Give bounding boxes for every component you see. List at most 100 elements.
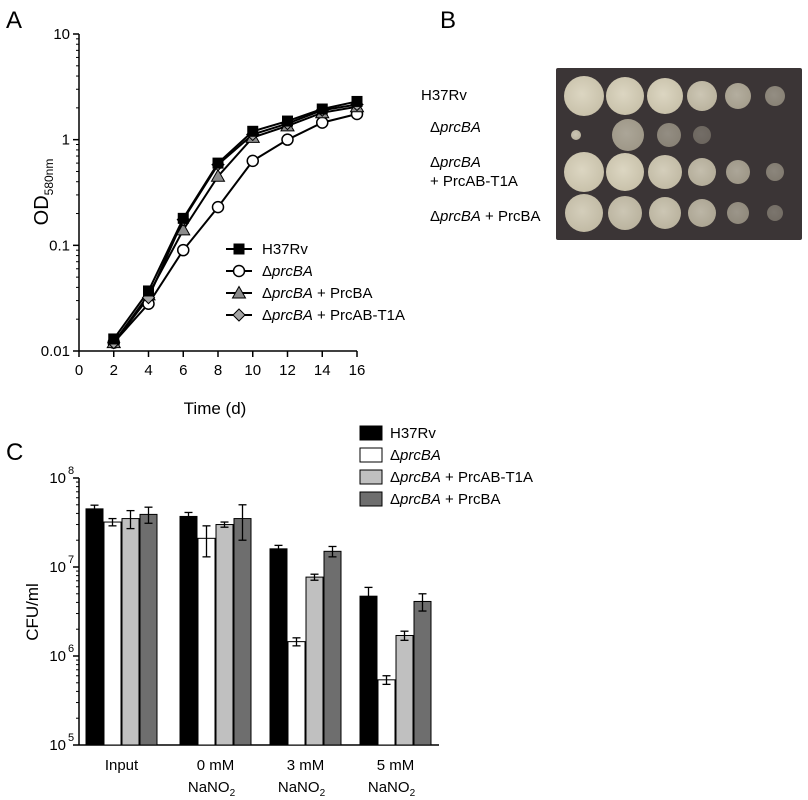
strain-italic: prcBA	[440, 154, 481, 171]
category-label: 3 mM	[287, 757, 325, 774]
category-subscript: 2	[320, 788, 326, 799]
legend-label: H37Rv	[390, 425, 436, 442]
series-line-1	[113, 113, 358, 344]
y-tick-label: 10 7	[49, 554, 74, 576]
legend-label: ΔprcBA + PrcAB-T1A	[390, 469, 533, 486]
category-label: 0 mM	[197, 757, 235, 774]
data-point-1-2	[177, 243, 190, 257]
strain-label-2: ΔprcBA	[430, 118, 481, 137]
growth-x-axis-title: Time (d)	[184, 399, 247, 418]
legend-swatch	[359, 469, 383, 485]
bar-2-0	[121, 518, 140, 746]
panel-letter-b: B	[440, 7, 456, 34]
colony-spot	[726, 160, 750, 184]
x-tick-label: 2	[110, 362, 118, 379]
strain-label-4: ΔprcBA + PrcBA	[430, 207, 541, 226]
legend-label: ΔprcBA	[262, 263, 313, 280]
data-point-0-4	[247, 125, 259, 137]
x-tick-label: 16	[349, 362, 366, 379]
colony-spot	[564, 152, 604, 192]
x-tick-label: 8	[214, 362, 222, 379]
legend-italic: prcBA	[271, 285, 313, 302]
bar-2-3	[395, 634, 414, 746]
legend-label: ΔprcBA	[390, 447, 441, 464]
colony-spot	[649, 197, 681, 229]
spot-assay-plate	[556, 68, 802, 240]
data-point-0-7	[351, 95, 363, 107]
data-point-2-3	[210, 168, 226, 182]
legend-label: ΔprcBA + PrcBA	[262, 285, 373, 302]
legend-marker	[232, 308, 246, 322]
strain-label-3: ΔprcBA + PrcAB-T1A	[430, 153, 518, 191]
legend-swatch	[359, 447, 383, 463]
growth-y-axis-title: OD580nm	[31, 159, 56, 226]
legend-suffix: + PrcBA	[313, 285, 373, 302]
od-label: OD	[31, 195, 53, 225]
x-tick-label: 10	[244, 362, 261, 379]
y-tick-exponent: 6	[68, 643, 74, 655]
data-point-1-5	[281, 133, 294, 146]
legend-delta: Δ	[262, 285, 272, 302]
colony-spot	[727, 202, 749, 224]
delta-symbol: Δ	[430, 208, 441, 225]
colony-spot	[565, 194, 603, 232]
colony-spot	[564, 76, 604, 116]
strain-label-1: H37Rv	[421, 86, 467, 105]
data-point-2-2	[175, 222, 191, 236]
legend-delta: Δ	[262, 307, 272, 324]
od-subscript: 580nm	[42, 159, 56, 196]
legend-italic: prcBA	[271, 307, 313, 324]
legend-delta: Δ	[390, 491, 400, 508]
growth-curve-chart: 0.01 0.1 1 10 0 2 4 6 8 10 12 14 16 Time (d) OD580n…	[31, 26, 405, 418]
y-tick-label: 0.01	[41, 343, 70, 360]
legend-label: ΔprcBA + PrcAB-T1A	[262, 307, 405, 324]
bar-0-2	[269, 548, 288, 746]
y-tick-exponent: 7	[68, 554, 74, 566]
data-point-0-6	[316, 103, 328, 115]
legend-italic: prcBA	[271, 263, 313, 280]
x-tick-label: 6	[179, 362, 187, 379]
legend-swatch	[359, 425, 383, 441]
bar-3-0	[139, 513, 158, 746]
legend-suffix: + PrcBA	[441, 491, 501, 508]
panel-letter-a: A	[6, 7, 22, 34]
colony-spot	[647, 78, 683, 114]
category-label-line2: NaNO2	[368, 779, 416, 799]
strain-line2: + PrcAB-T1A	[430, 173, 518, 190]
strain-name: H37Rv	[421, 87, 467, 104]
colony-spot	[648, 155, 682, 189]
colony-spot	[688, 158, 716, 186]
legend-italic: prcBA	[399, 491, 441, 508]
y-tick-label: 10 8	[49, 465, 74, 487]
bar-3-3	[413, 600, 432, 746]
bar-1-1	[197, 537, 216, 746]
legend-marker	[233, 243, 245, 255]
legend-suffix: + PrcAB-T1A	[441, 469, 533, 486]
x-tick-label: 12	[279, 362, 296, 379]
strain-italic: prcBA	[440, 208, 481, 225]
colony-spot	[657, 123, 681, 147]
colony-spot	[688, 199, 716, 227]
category-subscript: 2	[410, 788, 416, 799]
legend-delta: Δ	[390, 447, 400, 464]
bar-0-0	[85, 508, 104, 746]
x-tick-label: 4	[144, 362, 152, 379]
strain-suffix: + PrcBA	[480, 208, 541, 225]
bar-1-2	[287, 641, 306, 746]
colony-spot	[606, 77, 644, 115]
series-line-3	[112, 103, 358, 344]
legend-label: ΔprcBA + PrcBA	[390, 491, 501, 508]
bar-3-1	[233, 518, 252, 746]
legend-label: H37Rv	[262, 241, 308, 258]
delta-symbol: Δ	[430, 154, 441, 171]
data-point-0-2	[177, 212, 189, 224]
data-point-0-5	[282, 115, 293, 127]
legend-delta: Δ	[390, 469, 400, 486]
delta-symbol: Δ	[430, 119, 441, 136]
colony-spot	[766, 163, 784, 181]
bar-2-2	[305, 576, 324, 746]
